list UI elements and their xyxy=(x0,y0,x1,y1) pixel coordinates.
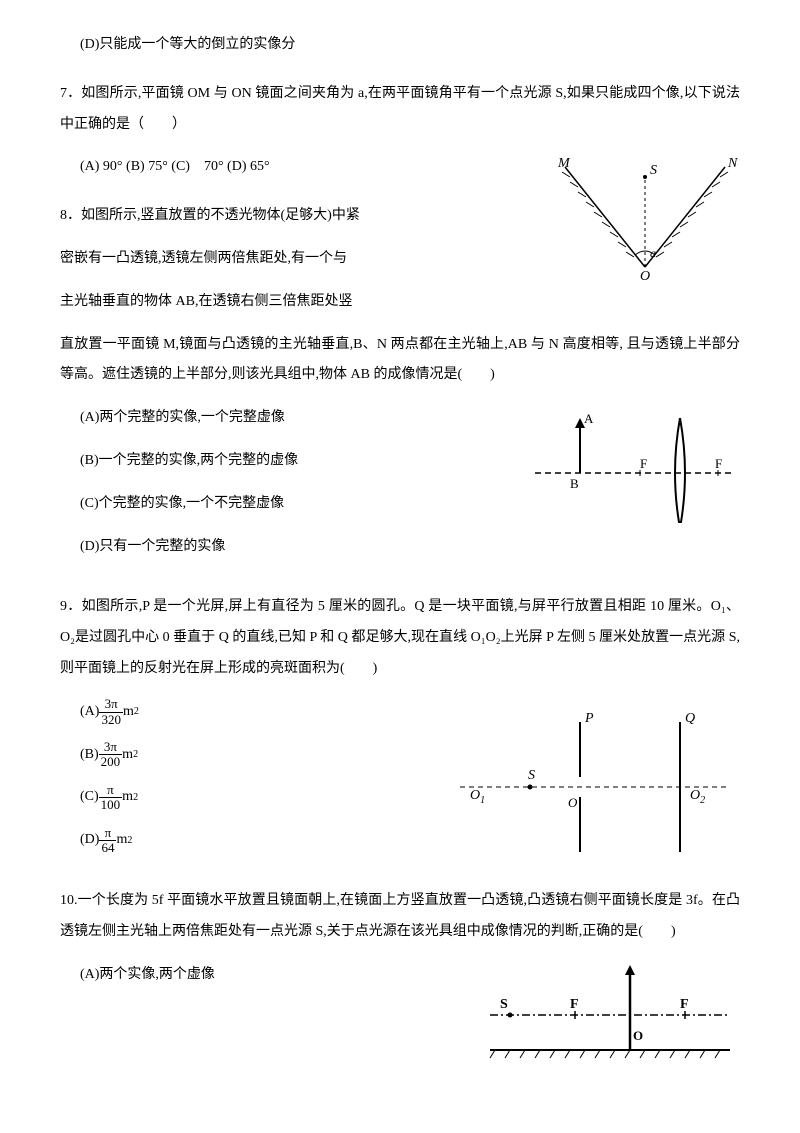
q8-stem-line3: 主光轴垂直的物体 AB,在透镜右侧三倍焦距处竖 xyxy=(60,287,740,318)
q10-label-f1: F xyxy=(570,997,579,1012)
q7-label-m: M xyxy=(557,156,571,171)
q8-label-a: A xyxy=(584,411,594,426)
svg-text:O2: O2 xyxy=(690,788,705,806)
q7-stem: 7．如图所示,平面镜 OM 与 ON 镜面之间夹角为 a,在两平面镜角平有一个点… xyxy=(60,79,740,141)
q9-label-o1: O xyxy=(470,788,480,803)
svg-text:O1: O1 xyxy=(470,788,485,806)
q8-label-f1: F xyxy=(640,456,647,471)
q9-label-q: Q xyxy=(685,711,695,726)
q10-stem: 10.一个长度为 5f 平面镜水平放置且镜面朝上,在镜面上方竖直放置一凸透镜,凸… xyxy=(60,886,740,948)
q8-option-d: (D)只有一个完整的实像 xyxy=(60,532,740,563)
q9-label-p: P xyxy=(584,711,594,726)
q8-diagram: A B F F xyxy=(530,403,740,523)
q7-label-n: N xyxy=(727,156,738,171)
q9-option-d: (D) π64 m2 xyxy=(60,825,440,856)
q9-option-c: (C) π100 m2 xyxy=(60,782,440,813)
q8-stem-line2: 密嵌有一凸透镜,透镜左侧两倍焦距处,有一个与 xyxy=(60,244,740,275)
q9-stem: 9．如图所示,P 是一个光屏,屏上有直径为 5 厘米的圆孔。Q 是一块平面镜,与… xyxy=(60,592,740,684)
q8-stem-line4: 直放置一平面镜 M,镜面与凸透镜的主光轴垂直,B、N 两点都在主光轴上,AB 与… xyxy=(60,330,740,392)
q10-diagram: S F F O xyxy=(480,960,740,1070)
q10-label-o: O xyxy=(633,1028,643,1043)
q9-label-s: S xyxy=(528,768,535,783)
q8-label-b: B xyxy=(570,476,579,491)
q8-label-f2: F xyxy=(715,456,722,471)
q9-diagram: P Q S O1 O2 O xyxy=(450,707,740,867)
q9-label-o: O xyxy=(568,795,578,810)
q9-option-b: (B) 3π200 m2 xyxy=(60,740,440,771)
q10-label-f2: F xyxy=(680,997,689,1012)
q6-option-d: (D)只能成一个等大的倒立的实像分 xyxy=(60,30,740,61)
q8-stem-line1: 8．如图所示,竖直放置的不透光物体(足够大)中紧 xyxy=(60,201,740,232)
q10-label-s: S xyxy=(500,997,508,1012)
q7-label-s: S xyxy=(650,163,657,178)
q9-label-o2: O xyxy=(690,788,700,803)
q9-option-a: (A) 3π320 m2 xyxy=(60,697,440,728)
